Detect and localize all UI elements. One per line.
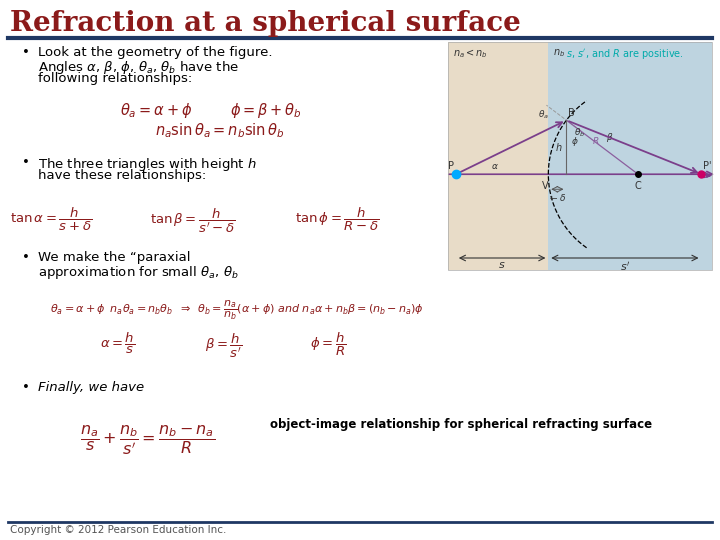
Bar — [448, 42, 712, 270]
Text: P': P' — [703, 161, 712, 171]
Text: •: • — [22, 381, 30, 394]
Text: •: • — [22, 46, 30, 59]
Text: following relationships:: following relationships: — [38, 72, 192, 85]
Text: P: P — [448, 161, 454, 171]
Text: •: • — [22, 251, 30, 264]
Text: C: C — [635, 181, 642, 191]
Text: $\tan\alpha = \dfrac{h}{s+\delta}$: $\tan\alpha = \dfrac{h}{s+\delta}$ — [10, 206, 92, 233]
Text: $n_a \sin\theta_a = n_b \sin\theta_b$: $n_a \sin\theta_a = n_b \sin\theta_b$ — [155, 121, 284, 140]
Text: $h$: $h$ — [555, 141, 562, 153]
Text: $\phi = \dfrac{h}{R}$: $\phi = \dfrac{h}{R}$ — [310, 331, 346, 358]
Text: $\tan\phi = \dfrac{h}{R-\delta}$: $\tan\phi = \dfrac{h}{R-\delta}$ — [295, 206, 379, 233]
Text: $n_b$: $n_b$ — [554, 47, 565, 59]
Text: •: • — [22, 156, 30, 169]
Text: B: B — [568, 108, 575, 118]
Text: $\theta_a = \alpha + \phi$: $\theta_a = \alpha + \phi$ — [120, 101, 192, 120]
Text: $\alpha$: $\alpha$ — [491, 162, 499, 171]
Text: $\theta_a = \alpha + \phi \;\; n_a\theta_a = n_b\theta_b \;\; \Rightarrow \;\; \: $\theta_a = \alpha + \phi \;\; n_a\theta… — [50, 299, 424, 322]
Text: Finally, we have: Finally, we have — [38, 381, 144, 394]
Text: V: V — [542, 181, 549, 191]
Text: Copyright © 2012 Pearson Education Inc.: Copyright © 2012 Pearson Education Inc. — [10, 525, 226, 535]
Text: Refraction at a spherical surface: Refraction at a spherical surface — [10, 10, 521, 37]
Text: Angles $\alpha$, $\beta$, $\phi$, $\theta_a$, $\theta_b$ have the: Angles $\alpha$, $\beta$, $\phi$, $\thet… — [38, 59, 239, 76]
FancyBboxPatch shape — [549, 42, 712, 270]
Text: Look at the geometry of the figure.: Look at the geometry of the figure. — [38, 46, 272, 59]
Text: object-image relationship for spherical refracting surface: object-image relationship for spherical … — [270, 418, 652, 431]
Text: $R$: $R$ — [593, 135, 600, 146]
Text: $\tan\beta = \dfrac{h}{s'-\delta}$: $\tan\beta = \dfrac{h}{s'-\delta}$ — [150, 206, 235, 234]
Text: $\phi$: $\phi$ — [572, 135, 579, 148]
Text: $s$, $s'$, and $R$ are positive.: $s$, $s'$, and $R$ are positive. — [567, 47, 684, 61]
Text: $s'$: $s'$ — [620, 260, 630, 273]
Text: $\theta_a$: $\theta_a$ — [539, 108, 549, 121]
Text: approximation for small $\theta_a$, $\theta_b$: approximation for small $\theta_a$, $\th… — [38, 264, 238, 281]
Text: $\dfrac{n_a}{s} + \dfrac{n_b}{s'} = \dfrac{n_b - n_a}{R}$: $\dfrac{n_a}{s} + \dfrac{n_b}{s'} = \dfr… — [80, 423, 215, 457]
Text: The three triangles with height $h$: The three triangles with height $h$ — [38, 156, 257, 173]
Text: We make the “paraxial: We make the “paraxial — [38, 251, 191, 264]
Text: $n_a < n_b$: $n_a < n_b$ — [453, 47, 487, 60]
Text: $\beta$: $\beta$ — [606, 131, 614, 144]
Text: $\alpha = \dfrac{h}{s}$: $\alpha = \dfrac{h}{s}$ — [100, 331, 135, 356]
Text: $\phi = \beta + \theta_b$: $\phi = \beta + \theta_b$ — [230, 101, 302, 120]
Text: $\theta_b$: $\theta_b$ — [575, 126, 585, 139]
Text: $\leftarrow\delta$: $\leftarrow\delta$ — [549, 192, 567, 203]
Text: $s$: $s$ — [498, 260, 506, 270]
FancyBboxPatch shape — [448, 42, 549, 270]
Text: have these relationships:: have these relationships: — [38, 169, 206, 182]
Text: $\beta = \dfrac{h}{s'}$: $\beta = \dfrac{h}{s'}$ — [205, 331, 242, 360]
